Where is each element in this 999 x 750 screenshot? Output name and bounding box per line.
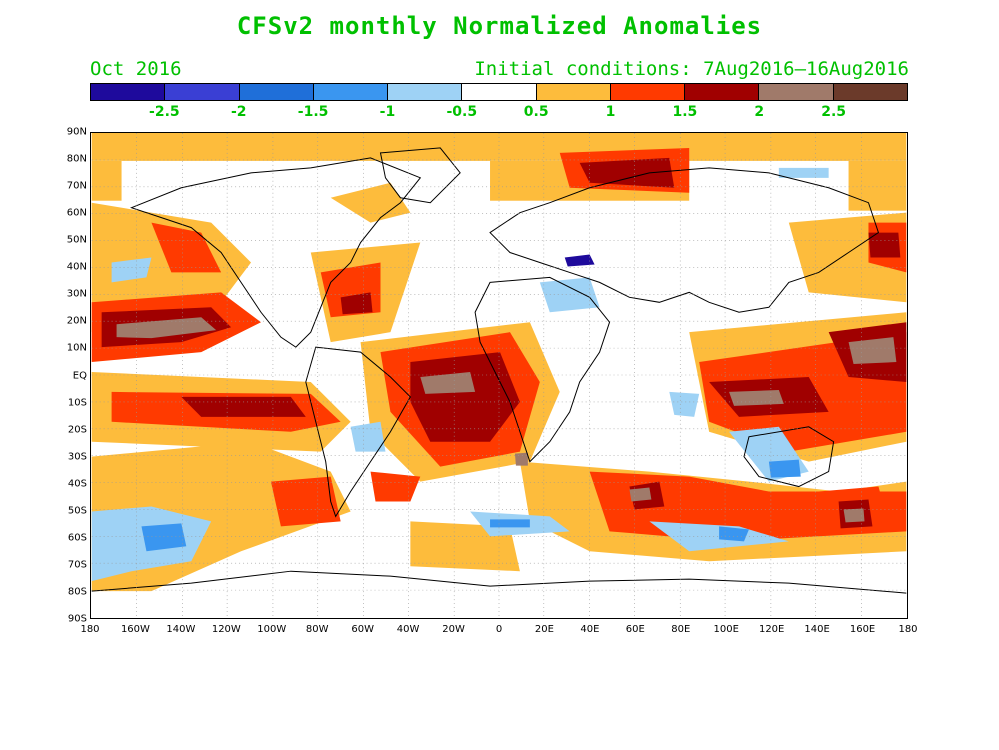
latitude-label: 50N: [66, 234, 87, 246]
colorbar-segment: [462, 84, 537, 100]
anomaly-map: [90, 132, 908, 619]
colorbar-segment: [759, 84, 834, 100]
colorbar-label: 2.5: [821, 104, 847, 120]
latitude-label: 30S: [67, 451, 87, 463]
longitude-label: 80W: [305, 624, 329, 635]
longitude-label: 140E: [804, 624, 830, 635]
longitude-label: 0: [495, 624, 503, 635]
colorbar-segment: [610, 84, 686, 100]
latitude-label: 50S: [67, 505, 87, 517]
colorbar-segment: [536, 84, 611, 100]
anomaly-brown: [116, 317, 897, 523]
colorbar-labels: -2.5 -2 -1.5 -1 -0.5 0.5 1 1.5 2 2.5: [90, 104, 908, 120]
colorbar-segment: [239, 84, 314, 100]
valid-month: Oct 2016: [90, 58, 182, 80]
initial-conditions: Initial conditions: 7Aug2016–16Aug2016: [474, 58, 909, 80]
anomaly-darkest-blue: [564, 254, 595, 267]
latitude-label: 10N: [66, 342, 87, 354]
colorbar-segment: [685, 84, 760, 100]
latitude-label: 20N: [66, 315, 87, 327]
colorbar-label: -2.5: [149, 104, 180, 120]
latitude-label: EQ: [72, 370, 87, 381]
latitude-label: 30N: [66, 288, 87, 300]
latitude-label: 40N: [66, 261, 87, 273]
colorbar-segment: [833, 84, 907, 100]
colorbar: [90, 83, 908, 101]
longitude-label: 180: [898, 624, 918, 635]
coastlines: [91, 147, 907, 594]
latitude-label: 40S: [67, 478, 87, 490]
longitude-label: 160E: [849, 624, 876, 635]
colorbar-label: -0.5: [446, 104, 478, 120]
longitude-label: 40E: [580, 624, 600, 635]
longitude-label: 140W: [166, 624, 196, 635]
colorbar-segment: [91, 84, 166, 100]
colorbar-label: 2: [754, 104, 765, 120]
latitude-label: 90S: [67, 613, 87, 625]
longitude-label: 160W: [120, 624, 150, 635]
colorbar-segment: [165, 84, 240, 100]
latitude-label: 60N: [66, 207, 87, 219]
colorbar-label: 1: [605, 104, 616, 120]
longitude-label: 20E: [534, 624, 554, 635]
latitude-label: 80S: [67, 586, 87, 598]
latitude-label: 10S: [67, 397, 87, 409]
colorbar-label: -1: [379, 104, 396, 120]
longitude-label: 40W: [396, 624, 420, 635]
latitude-label: 70N: [66, 180, 87, 192]
colorbar-label: 1.5: [672, 104, 698, 120]
longitude-label: 100E: [713, 624, 739, 635]
latitude-label: 80N: [66, 153, 87, 165]
latitude-label: 20S: [67, 424, 87, 436]
longitude-label: 60E: [625, 624, 645, 635]
latitude-label: 90N: [66, 126, 87, 138]
longitude-label: 80E: [671, 624, 691, 635]
chart-title: CFSv2 monthly Normalized Anomalies: [236, 12, 763, 40]
latitude-label: 70S: [67, 559, 87, 571]
latitude-label: 60S: [67, 532, 87, 544]
colorbar-label: -1.5: [297, 104, 329, 120]
colorbar-label: -2: [230, 104, 247, 120]
colorbar-segment: [313, 84, 389, 100]
colorbar-label: 0.5: [523, 104, 549, 120]
longitude-label: 100W: [257, 624, 287, 635]
longitude-label: 120W: [211, 624, 241, 635]
longitude-label: 60W: [351, 624, 374, 635]
map-svg: [91, 133, 907, 618]
colorbar-segment: [388, 84, 463, 100]
longitude-label: 120E: [758, 624, 785, 635]
graticule: [91, 133, 907, 618]
longitude-label: 20W: [442, 624, 465, 635]
anomaly-dark-blue: [141, 459, 801, 552]
longitude-label: 180: [80, 624, 100, 635]
